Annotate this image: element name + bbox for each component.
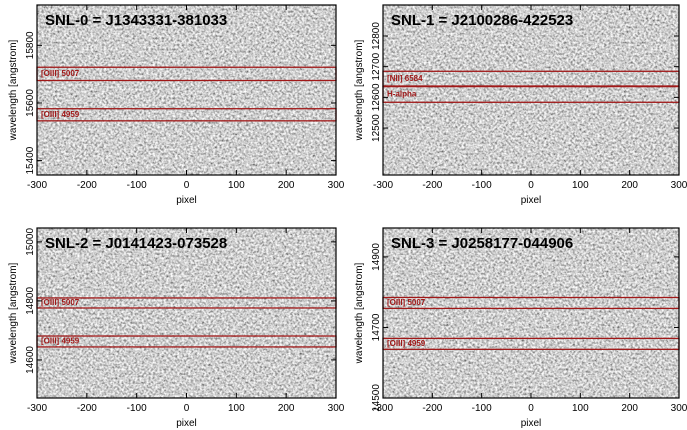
spectrum-image xyxy=(383,228,679,398)
spectrum-image xyxy=(383,5,679,175)
y-tick-label: 14800 xyxy=(25,287,36,315)
band-label: H-alpha xyxy=(387,90,417,99)
y-tick-label: 12500 xyxy=(371,114,382,142)
panel: [OIII] 5007 [OIII] 4959 -300 -200 -100 0 100 20… xyxy=(354,227,687,429)
x-tick-label: 300 xyxy=(671,180,687,191)
title: SNL-1 = J2100286-422523 xyxy=(391,12,573,29)
panel: [OIII] 5007 [OIII] 4959 -300 -200 -100 0 100 20… xyxy=(8,4,345,206)
x-tick-label: -100 xyxy=(472,180,492,191)
y-tick-label: 12700 xyxy=(371,52,382,80)
band-label: [OIII] 4959 xyxy=(41,110,80,119)
band-label: [OIII] 5007 xyxy=(41,298,80,307)
x-tick-label: 0 xyxy=(528,403,534,414)
y-tick-label: 14500 xyxy=(371,384,382,412)
y-tick-label: 15400 xyxy=(25,146,36,174)
x-tick-label: -200 xyxy=(422,403,442,414)
x-tick-label: 200 xyxy=(278,180,295,191)
x-tick-label: 100 xyxy=(572,403,589,414)
x-tick-label: -200 xyxy=(77,180,97,191)
title: SNL-3 = J0258177-044906 xyxy=(391,235,573,252)
x-tick-label: 300 xyxy=(328,180,345,191)
panel: [NII] 6584 H-alpha -300 -200 -100 0 100 200 300 1… xyxy=(354,4,687,206)
x-tick-label: -100 xyxy=(472,403,492,414)
y-tick-label: 12800 xyxy=(371,22,382,50)
x-tick-label: 100 xyxy=(572,180,589,191)
y-axis-label: wavelength [angstrom] xyxy=(8,39,19,141)
spectrum-image xyxy=(37,5,336,175)
x-axis-label: pixel xyxy=(176,195,197,206)
x-tick-label: 0 xyxy=(528,180,534,191)
panel: [OIII] 5007 [OIII] 4959 -300 -200 -100 0 100 20… xyxy=(8,227,345,429)
y-tick-label: 15800 xyxy=(25,31,36,59)
y-axis-label: wavelength [angstrom] xyxy=(354,262,365,364)
band-label: [OIII] 4959 xyxy=(387,339,426,348)
y-axis-label: wavelength [angstrom] xyxy=(354,39,365,141)
y-axis-label: wavelength [angstrom] xyxy=(8,262,19,364)
x-tick-label: 200 xyxy=(621,403,638,414)
title: SNL-0 = J1343331-381033 xyxy=(45,12,227,29)
x-tick-label: -100 xyxy=(127,180,147,191)
x-tick-label: 0 xyxy=(184,403,190,414)
spectrum-image xyxy=(37,228,336,398)
y-tick-label: 14900 xyxy=(371,243,382,271)
band-label: [OIII] 4959 xyxy=(41,337,80,346)
x-tick-label: -300 xyxy=(373,403,393,414)
x-tick-label: -200 xyxy=(422,180,442,191)
band-label: [NII] 6584 xyxy=(387,74,423,83)
x-axis-label: pixel xyxy=(521,195,542,206)
band-label: [OIII] 5007 xyxy=(41,69,80,78)
x-tick-label: 200 xyxy=(621,180,638,191)
x-tick-label: -200 xyxy=(77,403,97,414)
x-axis-label: pixel xyxy=(521,418,542,429)
y-tick-label: 14600 xyxy=(25,346,36,374)
y-tick-label: 15600 xyxy=(25,89,36,117)
x-tick-label: 100 xyxy=(228,403,245,414)
title: SNL-2 = J0141423-073528 xyxy=(45,235,227,252)
y-tick-label: 14700 xyxy=(371,313,382,341)
x-tick-label: -300 xyxy=(27,403,47,414)
y-tick-label: 12600 xyxy=(371,83,382,111)
x-tick-label: 200 xyxy=(278,403,295,414)
x-tick-label: -300 xyxy=(373,180,393,191)
x-axis-label: pixel xyxy=(176,418,197,429)
y-tick-label: 15000 xyxy=(25,228,36,256)
x-tick-label: 300 xyxy=(328,403,345,414)
band-label: [OIII] 5007 xyxy=(387,298,426,307)
x-tick-label: 0 xyxy=(184,180,190,191)
x-tick-label: 300 xyxy=(671,403,687,414)
x-tick-label: -300 xyxy=(27,180,47,191)
x-tick-label: -100 xyxy=(127,403,147,414)
x-tick-label: 100 xyxy=(228,180,245,191)
